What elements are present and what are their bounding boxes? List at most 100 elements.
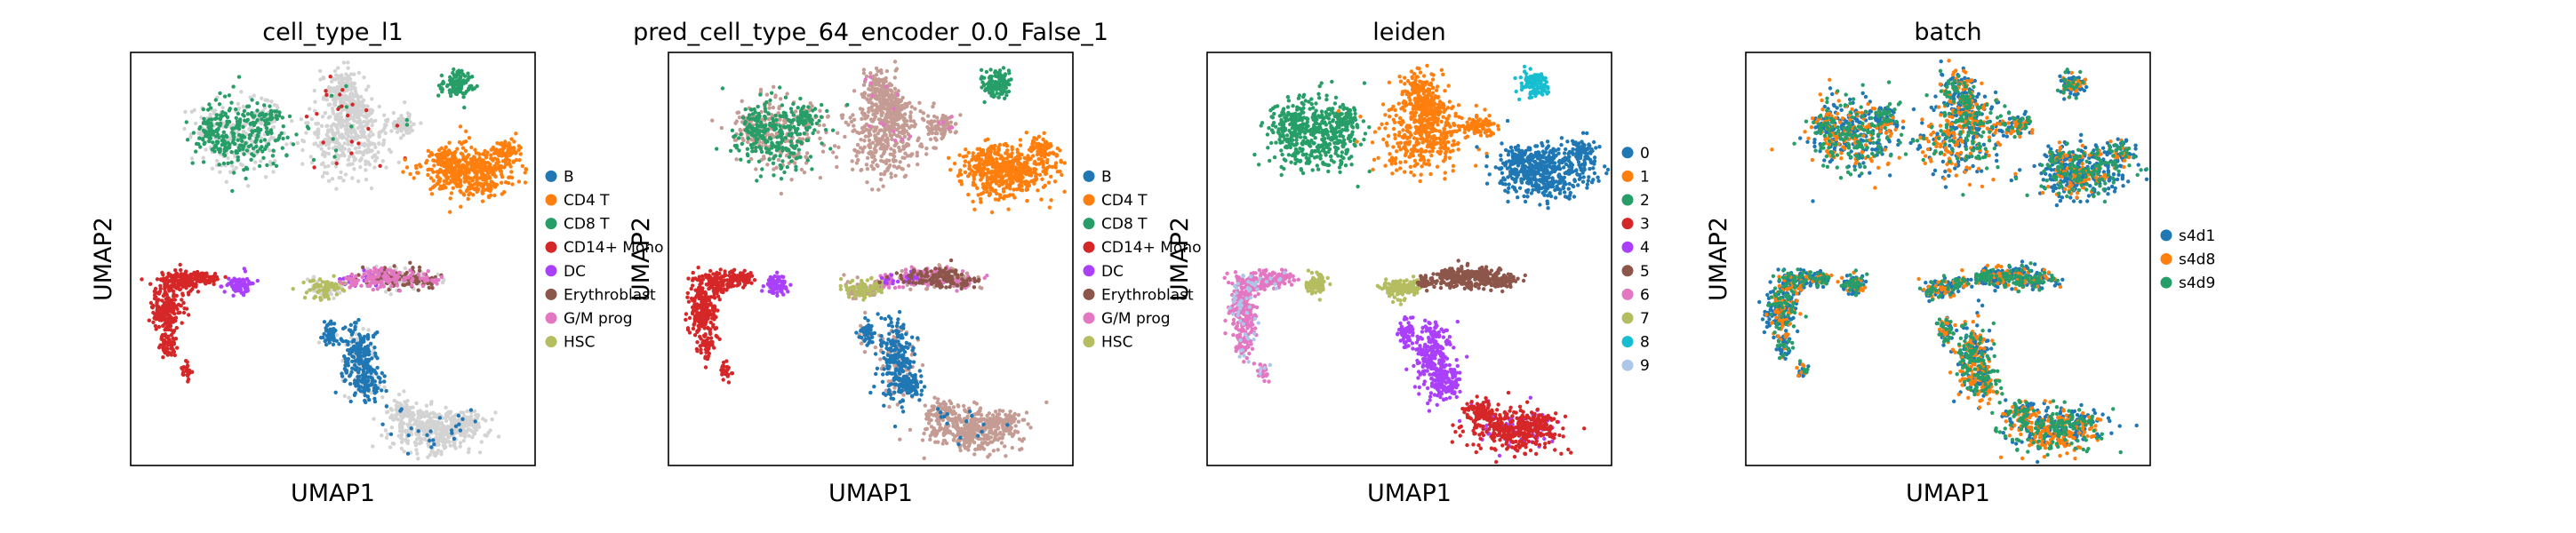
scatter-point: [439, 73, 444, 78]
scatter-point: [852, 147, 857, 153]
scatter-point: [221, 135, 226, 139]
scatter-point: [461, 95, 466, 99]
scatter-point: [209, 128, 213, 132]
scatter-point: [428, 429, 433, 434]
scatter-point: [879, 128, 884, 132]
scatter-point: [371, 444, 375, 449]
scatter-point: [363, 144, 367, 148]
scatter-point: [870, 119, 876, 123]
scatter-point: [400, 416, 404, 420]
scatter-point: [860, 130, 865, 135]
scatter-point: [349, 135, 355, 139]
scatter-point: [900, 131, 906, 135]
scatter-point: [290, 119, 294, 123]
scatter-point: [475, 84, 479, 89]
scatter-point: [163, 290, 167, 296]
scatter-point: [337, 175, 341, 180]
scatter-point: [271, 170, 276, 174]
scatter-point: [875, 105, 880, 109]
scatter-point: [347, 395, 351, 400]
scatter-point: [348, 162, 353, 167]
scatter-point: [352, 72, 356, 76]
scatter-point: [458, 76, 462, 81]
scatter-point: [320, 174, 325, 179]
scatter-point: [444, 413, 449, 418]
scatter-point: [932, 101, 936, 106]
scatter-point: [174, 293, 179, 298]
scatter-point: [258, 112, 263, 116]
scatter-point: [396, 120, 402, 125]
scatter-point: [368, 268, 372, 273]
scatter-point: [244, 132, 249, 137]
scatter-point: [326, 335, 332, 340]
scatter-point: [816, 130, 820, 134]
scatter-point: [429, 167, 434, 172]
scatter-point: [336, 66, 340, 70]
scatter-point: [236, 288, 241, 292]
scatter-point: [218, 170, 222, 174]
scatter-point: [179, 267, 183, 273]
scatter-point: [225, 282, 229, 288]
scatter-point: [348, 72, 354, 76]
scatter-point: [915, 150, 920, 155]
scatter-point: [362, 348, 366, 353]
legend-marker: [545, 336, 557, 348]
scatter-point: [340, 107, 345, 112]
scatter-point: [147, 318, 151, 322]
scatter-point: [396, 160, 401, 164]
scatter-point: [367, 143, 372, 147]
scatter-point: [461, 439, 466, 443]
scatter-point: [236, 157, 240, 163]
scatter-point: [898, 160, 902, 164]
scatter-point: [191, 131, 196, 135]
scatter-point: [399, 114, 404, 118]
scatter-point: [248, 121, 253, 126]
scatter-point: [344, 84, 348, 89]
scatter-point: [350, 359, 355, 363]
scatter-point: [868, 97, 873, 101]
scatter-point: [461, 155, 466, 159]
scatter-point: [460, 170, 465, 174]
scatter-point: [305, 124, 310, 129]
scatter-point: [356, 107, 360, 112]
scatter-point: [348, 109, 353, 114]
scatter-point: [401, 122, 405, 127]
scatter-point: [496, 434, 501, 439]
scatter-point: [500, 154, 504, 158]
scatter-point: [231, 84, 236, 89]
scatter-point: [524, 167, 529, 171]
scatter-point: [358, 124, 363, 129]
scatter-point: [459, 151, 464, 155]
scatter-point: [184, 120, 188, 124]
scatter-point: [436, 449, 441, 453]
scatter-point: [172, 337, 176, 342]
scatter-point: [234, 125, 239, 130]
scatter-point: [332, 338, 336, 343]
scatter-point: [401, 429, 405, 434]
scatter-point: [437, 438, 442, 442]
scatter-point: [326, 179, 332, 183]
scatter-point: [395, 283, 400, 288]
scatter-point: [859, 138, 863, 142]
scatter-point: [374, 155, 380, 160]
scatter-point: [265, 122, 269, 126]
scatter-point: [412, 176, 416, 180]
scatter-point: [460, 146, 466, 150]
scatter-point: [169, 353, 174, 357]
scatter-point: [349, 151, 354, 155]
scatter-point: [366, 147, 371, 151]
legend-label: B: [564, 168, 574, 186]
scatter-point: [523, 180, 528, 185]
scatter-point: [384, 279, 389, 283]
scatter-point: [346, 363, 350, 368]
scatter-point: [401, 282, 405, 287]
scatter-point: [320, 115, 325, 119]
scatter-point: [487, 176, 492, 180]
scatter-point: [369, 186, 374, 191]
scatter-point: [490, 417, 494, 422]
legend-item: HSC: [545, 334, 595, 352]
scatter-point: [304, 131, 308, 135]
scatter-point: [348, 129, 352, 134]
scatter-point: [771, 105, 775, 110]
scatter-point: [352, 129, 356, 133]
